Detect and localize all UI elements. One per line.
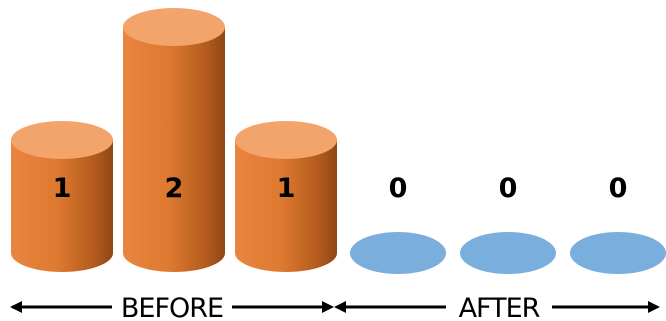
cylinder-body [235, 140, 337, 272]
value-labels-layer: 1 2 1 0 0 0 [53, 173, 628, 204]
cylinder-top [11, 121, 113, 159]
column-2 [123, 8, 225, 272]
column-6 [570, 232, 666, 274]
cylinder-body [11, 140, 113, 272]
value-label: 1 [53, 173, 72, 204]
value-label: 0 [499, 173, 518, 204]
value-label: 1 [277, 173, 296, 204]
empty-slot [350, 232, 446, 274]
value-label: 0 [389, 173, 408, 204]
before-label: BEFORE [121, 293, 223, 321]
columns-layer [11, 8, 666, 274]
cylinder-top [235, 121, 337, 159]
column-4 [350, 232, 446, 274]
column-3 [235, 121, 337, 272]
after-arrow: AFTER [334, 293, 660, 321]
before-arrow: BEFORE [10, 293, 334, 321]
empty-slot [570, 232, 666, 274]
value-label: 2 [165, 173, 184, 204]
column-5 [460, 232, 556, 274]
after-label: AFTER [459, 293, 540, 321]
empty-slot [460, 232, 556, 274]
cylinder-top [123, 8, 225, 46]
value-label: 0 [609, 173, 628, 204]
cylinder-body [123, 27, 225, 272]
column-1 [11, 121, 113, 272]
